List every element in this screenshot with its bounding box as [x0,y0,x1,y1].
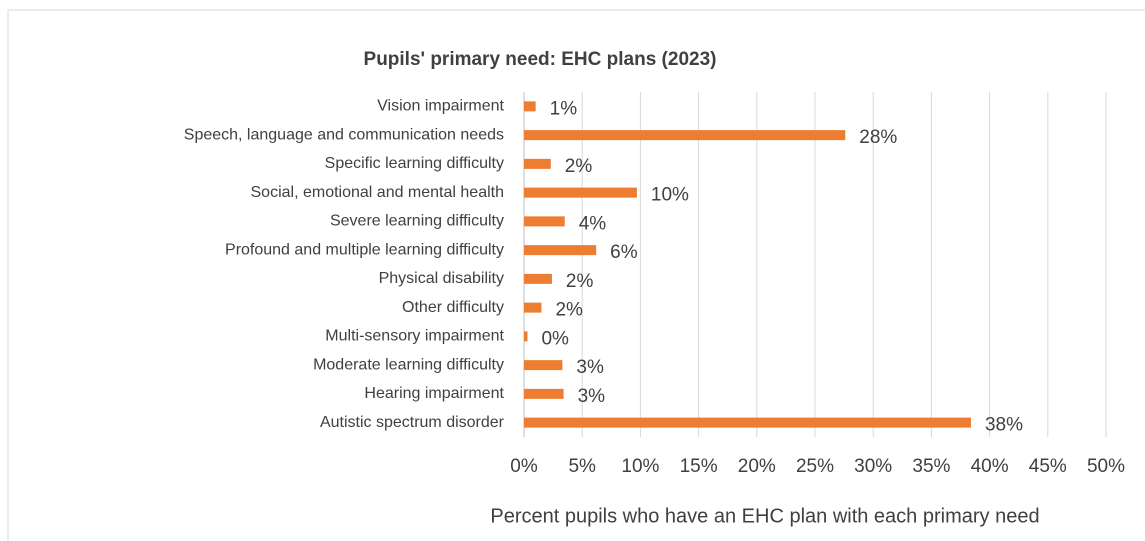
bar [524,216,565,227]
bar [524,187,637,198]
x-axis-title: Percent pupils who have an EHC plan with… [490,505,1039,527]
chart-border [7,9,1145,541]
y-tick-label: Physical disability [379,270,504,287]
x-tick-label: 50% [1087,456,1125,477]
bar [524,158,551,169]
value-label: 1% [550,98,578,119]
x-tick-label: 0% [510,456,538,477]
x-tick-label: 40% [971,456,1009,477]
value-label: 2% [555,300,583,321]
bar [524,331,528,342]
bar [524,101,536,112]
y-tick-label: Profound and multiple learning difficult… [225,241,504,258]
y-tick-label: Multi-sensory impairment [325,328,504,345]
value-label: 3% [576,357,604,378]
x-tick-label: 45% [1029,456,1067,477]
value-label: 38% [985,415,1023,436]
x-tick-label: 20% [738,456,776,477]
bar [524,417,971,428]
y-tick-label: Autistic spectrum disorder [320,414,505,431]
bar [524,388,564,399]
value-label: 0% [541,328,569,349]
y-tick-label: Other difficulty [402,299,504,316]
x-tick-label: 25% [796,456,834,477]
y-tick-label: Vision impairment [377,98,504,115]
bar [524,360,563,371]
value-label: 28% [859,127,897,148]
y-tick-label: Social, emotional and mental health [251,184,505,201]
y-tick-label: Moderate learning difficulty [313,356,504,373]
bar [524,273,552,284]
x-tick-label: 15% [680,456,718,477]
x-tick-label: 35% [912,456,950,477]
value-label: 2% [566,271,594,292]
y-tick-label: Hearing impairment [364,385,504,402]
x-tick-label: 5% [568,456,596,477]
chart-title: Pupils' primary need: EHC plans (2023) [364,49,717,70]
bar [524,245,597,256]
x-tick-label: 30% [854,456,892,477]
value-label: 4% [579,213,607,234]
y-tick-label: Specific learning difficulty [325,155,504,172]
value-label: 3% [578,386,606,407]
value-label: 10% [651,185,689,206]
x-tick-label: 10% [621,456,659,477]
value-label: 6% [610,242,638,263]
y-tick-label: Severe learning difficulty [330,213,504,230]
y-tick-label: Speech, language and communication needs [184,126,504,143]
bar [524,130,846,141]
bar [524,302,542,313]
value-label: 2% [565,156,593,177]
